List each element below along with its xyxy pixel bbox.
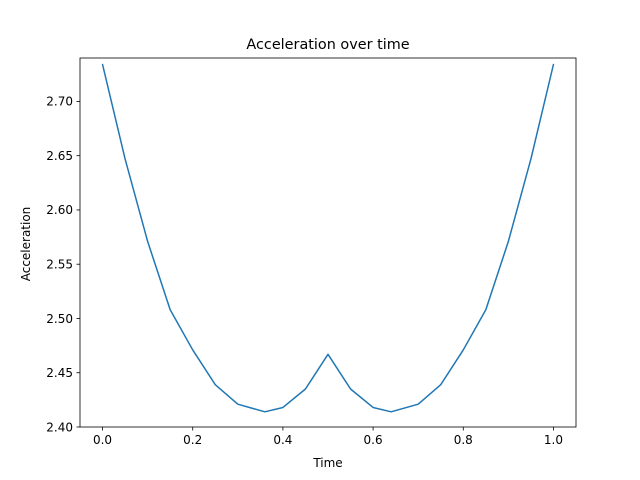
plot-area: 0.0 0.2 0.4 0.6 0.8 1.0 2.40 2.45 2.50 2.55 2.60 2.… (46, 57, 577, 447)
x-tick-label: 0.4 (273, 433, 292, 447)
y-tick-label: 2.60 (46, 203, 73, 217)
x-tick-label: 0.0 (93, 433, 112, 447)
x-tick-label: 0.2 (183, 433, 202, 447)
x-tick-label: 0.6 (364, 433, 383, 447)
series-line-0 (101, 63, 555, 413)
axes-frame (79, 57, 577, 428)
y-tick-label: 2.70 (46, 95, 73, 109)
chart-title: Acceleration over time (246, 37, 409, 53)
y-tick-label: 2.45 (46, 366, 73, 380)
x-tick-label: 1.0 (544, 433, 563, 447)
y-tick-label: 2.40 (46, 420, 73, 434)
y-tick-label: 2.65 (46, 149, 73, 163)
x-axis-label: Time (312, 456, 342, 470)
y-tick-label: 2.55 (46, 258, 73, 272)
y-axis-label: Acceleration (19, 207, 33, 282)
x-tick-label: 0.8 (454, 433, 473, 447)
y-tick-label: 2.50 (46, 312, 73, 326)
